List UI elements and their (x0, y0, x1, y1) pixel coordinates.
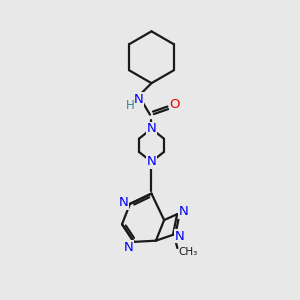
Text: N: N (179, 205, 188, 218)
Text: N: N (134, 93, 144, 106)
Text: H: H (126, 99, 135, 112)
Text: N: N (124, 241, 134, 254)
Text: N: N (175, 230, 184, 243)
Text: O: O (169, 98, 180, 111)
Text: N: N (147, 155, 156, 168)
Text: N: N (147, 122, 156, 135)
Text: N: N (118, 196, 128, 209)
Text: CH₃: CH₃ (179, 247, 198, 256)
